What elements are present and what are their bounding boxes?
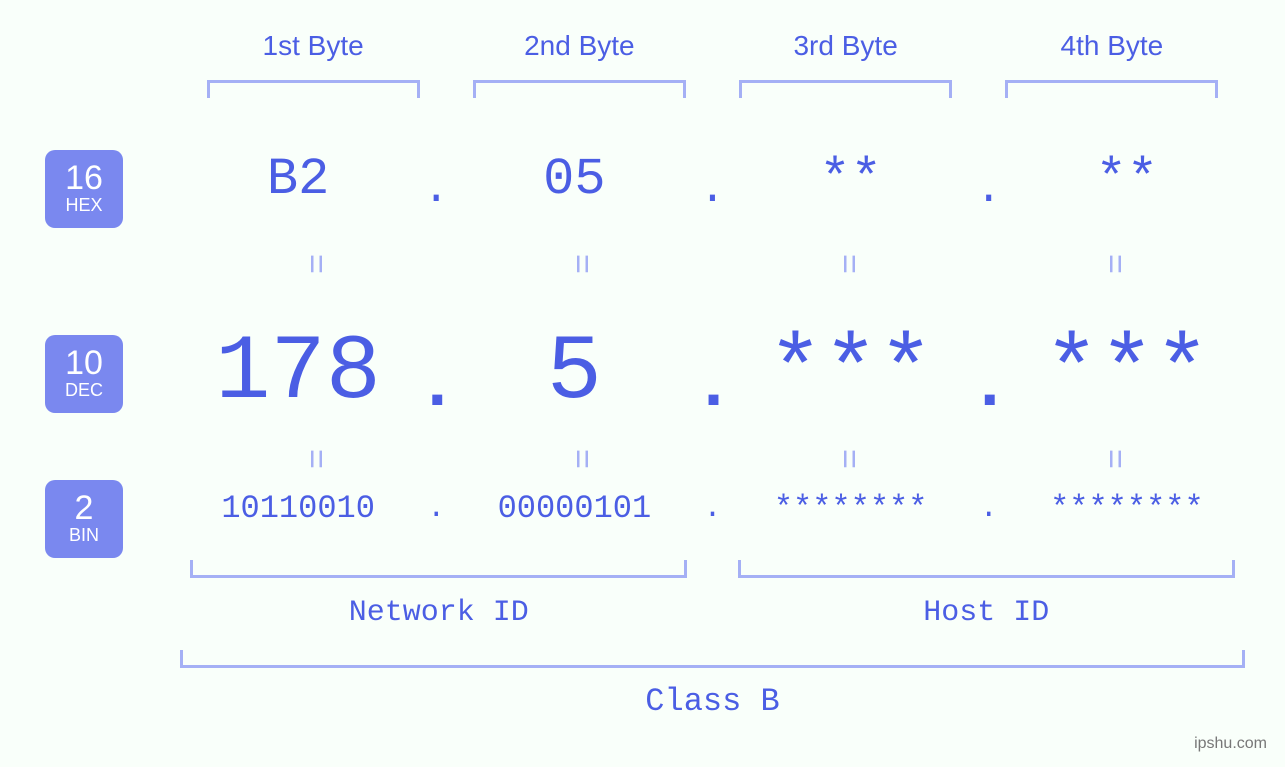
network-id-label: Network ID bbox=[349, 596, 529, 630]
equals-icon: = bbox=[827, 326, 865, 592]
equals-icon: = bbox=[1093, 326, 1131, 592]
base-label-hex: HEX bbox=[65, 195, 102, 217]
host-id-label: Host ID bbox=[923, 596, 1049, 630]
hex-row: B2 . 05 . ** . ** bbox=[180, 150, 1245, 209]
byte-header-3: 3rd Byte bbox=[713, 30, 979, 62]
separator-dot: . bbox=[969, 165, 1009, 215]
byte-bracket-2 bbox=[446, 80, 712, 98]
separator-dot: . bbox=[416, 165, 456, 215]
base-label-bin: BIN bbox=[69, 525, 99, 547]
byte-top-brackets bbox=[180, 80, 1245, 98]
watermark: ipshu.com bbox=[1194, 735, 1267, 753]
byte-bracket-3 bbox=[713, 80, 979, 98]
equals-row-2: = = = = bbox=[180, 440, 1245, 478]
ip-diagram: 1st Byte 2nd Byte 3rd Byte 4th Byte 16 H… bbox=[0, 0, 1285, 767]
base-badge-hex: 16 HEX bbox=[45, 150, 123, 228]
separator-dot: . bbox=[693, 492, 733, 526]
byte-header-2: 2nd Byte bbox=[446, 30, 712, 62]
bin-byte-2: 00000101 bbox=[456, 490, 692, 527]
equals-icon: = bbox=[294, 326, 332, 592]
base-num-dec: 10 bbox=[65, 346, 103, 380]
bin-byte-4: ******** bbox=[1009, 490, 1245, 527]
bin-byte-1: 10110010 bbox=[180, 490, 416, 527]
bin-row: 10110010 . 00000101 . ******** . *******… bbox=[180, 490, 1245, 527]
separator-dot: . bbox=[969, 492, 1009, 526]
separator-dot: . bbox=[416, 492, 456, 526]
base-num-hex: 16 bbox=[65, 161, 103, 195]
base-num-bin: 2 bbox=[75, 491, 94, 525]
bin-byte-3: ******** bbox=[733, 490, 969, 527]
separator-dot: . bbox=[969, 348, 1009, 427]
dec-row: 178 . 5 . *** . *** bbox=[180, 320, 1245, 425]
base-badge-bin: 2 BIN bbox=[45, 480, 123, 558]
byte-bracket-4 bbox=[979, 80, 1245, 98]
equals-icon: = bbox=[560, 326, 598, 592]
base-label-dec: DEC bbox=[65, 380, 103, 402]
byte-headers: 1st Byte 2nd Byte 3rd Byte 4th Byte bbox=[180, 30, 1245, 62]
id-brackets: Network ID Host ID bbox=[180, 560, 1245, 630]
class-bracket: Class B bbox=[180, 650, 1245, 720]
byte-header-4: 4th Byte bbox=[979, 30, 1245, 62]
equals-row-1: = = = = bbox=[180, 245, 1245, 283]
separator-dot: . bbox=[416, 348, 456, 427]
separator-dot: . bbox=[693, 165, 733, 215]
base-badge-dec: 10 DEC bbox=[45, 335, 123, 413]
separator-dot: . bbox=[693, 348, 733, 427]
class-label: Class B bbox=[645, 683, 779, 720]
byte-bracket-1 bbox=[180, 80, 446, 98]
host-id-bracket: Host ID bbox=[728, 560, 1246, 630]
byte-header-1: 1st Byte bbox=[180, 30, 446, 62]
network-id-bracket: Network ID bbox=[180, 560, 698, 630]
